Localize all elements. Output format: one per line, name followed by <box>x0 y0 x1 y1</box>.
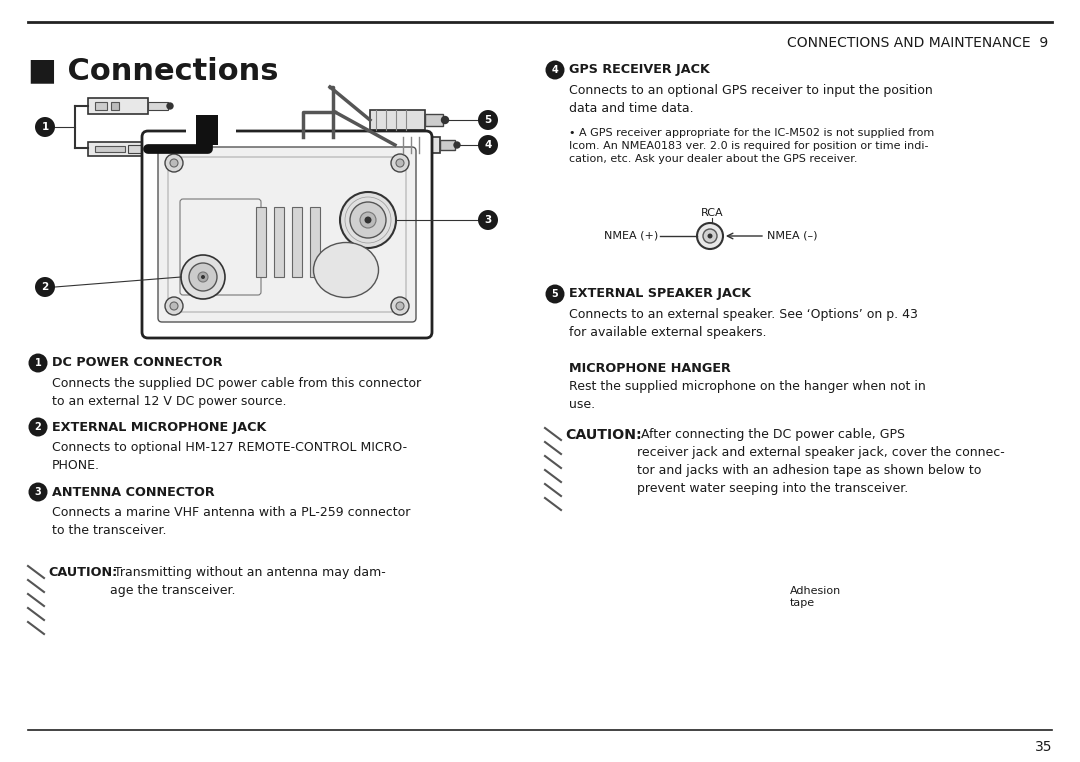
Text: Connects to an optional GPS receiver to input the position
data and time data.: Connects to an optional GPS receiver to … <box>569 84 933 115</box>
Circle shape <box>340 192 396 248</box>
Text: Connects to an external speaker. See ‘Options’ on p. 43
for available external s: Connects to an external speaker. See ‘Op… <box>569 308 918 339</box>
Circle shape <box>167 103 173 109</box>
Circle shape <box>165 297 183 315</box>
Circle shape <box>478 110 498 130</box>
Circle shape <box>396 302 404 310</box>
Text: DC POWER CONNECTOR: DC POWER CONNECTOR <box>52 357 222 370</box>
Text: NMEA (–): NMEA (–) <box>767 231 818 241</box>
Ellipse shape <box>313 242 378 297</box>
FancyBboxPatch shape <box>158 147 416 322</box>
Circle shape <box>28 418 48 437</box>
Text: ■ Connections: ■ Connections <box>28 56 279 85</box>
Circle shape <box>170 302 178 310</box>
Text: ANTENNA CONNECTOR: ANTENNA CONNECTOR <box>52 485 215 498</box>
Circle shape <box>360 212 376 228</box>
Circle shape <box>545 284 565 303</box>
Circle shape <box>35 277 55 297</box>
Text: 2: 2 <box>35 422 41 432</box>
Circle shape <box>478 135 498 155</box>
Bar <box>87 98 148 114</box>
Text: After connecting the DC power cable, GPS
receiver jack and external speaker jack: After connecting the DC power cable, GPS… <box>637 428 1004 495</box>
Bar <box>95 146 125 152</box>
Bar <box>292 207 302 277</box>
Text: EXTERNAL SPEAKER JACK: EXTERNAL SPEAKER JACK <box>569 287 751 300</box>
Text: GPS RECEIVER JACK: GPS RECEIVER JACK <box>569 63 710 76</box>
Circle shape <box>365 216 372 223</box>
Bar <box>87 142 148 156</box>
Bar <box>426 114 443 126</box>
Text: 1: 1 <box>35 358 41 368</box>
Text: 4: 4 <box>552 65 558 75</box>
Circle shape <box>198 272 208 282</box>
Circle shape <box>703 229 717 243</box>
Text: 35: 35 <box>1035 740 1052 754</box>
FancyBboxPatch shape <box>141 131 432 338</box>
Circle shape <box>396 159 404 167</box>
Circle shape <box>697 223 723 249</box>
Bar <box>274 207 284 277</box>
Circle shape <box>442 117 448 123</box>
Text: Adhesion
tape: Adhesion tape <box>789 586 841 608</box>
Text: 5: 5 <box>552 289 558 299</box>
Circle shape <box>35 117 55 137</box>
Circle shape <box>707 233 713 239</box>
Bar <box>395 137 440 153</box>
Circle shape <box>391 297 409 315</box>
Circle shape <box>454 142 460 148</box>
Circle shape <box>201 275 205 279</box>
Text: RCA: RCA <box>701 208 724 218</box>
Text: 1: 1 <box>41 122 49 132</box>
Circle shape <box>478 210 498 230</box>
Text: • A GPS receiver appropriate for the IC-M502 is not supplied from
Icom. An NMEA0: • A GPS receiver appropriate for the IC-… <box>569 128 934 165</box>
Circle shape <box>28 354 48 373</box>
Circle shape <box>28 482 48 501</box>
Circle shape <box>170 159 178 167</box>
Circle shape <box>545 60 565 79</box>
Circle shape <box>189 263 217 291</box>
Text: CAUTION:: CAUTION: <box>48 566 118 579</box>
Circle shape <box>391 154 409 172</box>
Bar <box>195 115 218 145</box>
Text: 2: 2 <box>41 282 49 292</box>
Circle shape <box>181 255 225 299</box>
Text: MICROPHONE HANGER: MICROPHONE HANGER <box>569 362 731 375</box>
Circle shape <box>165 154 183 172</box>
Bar <box>186 114 237 139</box>
Circle shape <box>350 202 386 238</box>
Bar <box>440 140 455 150</box>
Text: Connects to optional HM-127 REMOTE-CONTROL MICRO-
PHONE.: Connects to optional HM-127 REMOTE-CONTR… <box>52 441 407 472</box>
Text: 3: 3 <box>484 215 491 225</box>
Text: 3: 3 <box>35 487 41 497</box>
Text: Rest the supplied microphone on the hanger when not in
use.: Rest the supplied microphone on the hang… <box>569 380 926 411</box>
Text: CONNECTIONS AND MAINTENANCE  9: CONNECTIONS AND MAINTENANCE 9 <box>786 36 1048 50</box>
Bar <box>129 145 141 153</box>
Bar <box>370 110 426 130</box>
Bar <box>256 207 266 277</box>
Text: Connects the supplied DC power cable from this connector
to an external 12 V DC : Connects the supplied DC power cable fro… <box>52 377 421 408</box>
Text: 4: 4 <box>484 140 491 150</box>
Text: EXTERNAL MICROPHONE JACK: EXTERNAL MICROPHONE JACK <box>52 421 267 434</box>
Text: CAUTION:: CAUTION: <box>565 428 642 442</box>
Bar <box>148 102 168 110</box>
Text: 5: 5 <box>484 115 491 125</box>
Bar <box>111 102 119 110</box>
Text: Transmitting without an antenna may dam-
age the transceiver.: Transmitting without an antenna may dam-… <box>110 566 386 597</box>
Bar <box>95 102 107 110</box>
Bar <box>310 207 320 277</box>
Text: NMEA (+): NMEA (+) <box>604 231 658 241</box>
Text: Connects a marine VHF antenna with a PL-259 connector
to the transceiver.: Connects a marine VHF antenna with a PL-… <box>52 506 410 537</box>
